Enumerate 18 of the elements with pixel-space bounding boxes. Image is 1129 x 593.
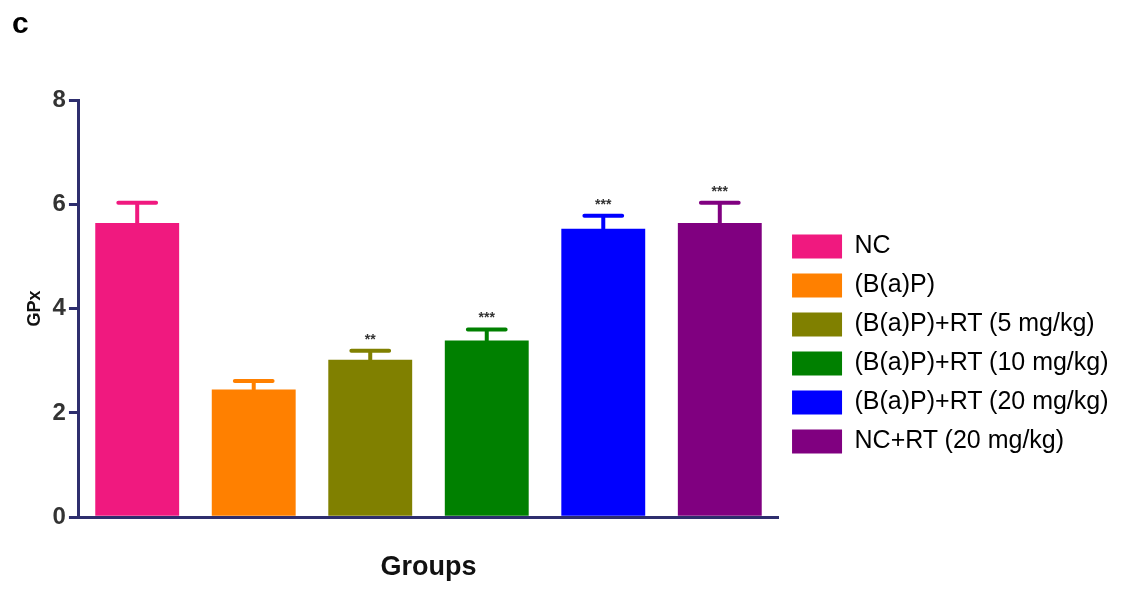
legend-label: NC [854, 230, 891, 259]
y-tick-label: 8 [52, 84, 66, 112]
y-tick-label: 2 [52, 397, 66, 425]
x-axis-title: Groups [380, 551, 477, 582]
annotation: ** [364, 330, 377, 347]
y-axis-title: GPx [23, 290, 44, 327]
annotation: *** [478, 309, 496, 326]
y-tick-label: 4 [52, 293, 67, 321]
legend-label: (B(a)P)+RT (20 mg/kg) [854, 386, 1109, 415]
legend-label: (B(a)P) [854, 269, 936, 298]
y-tick-label: 6 [52, 188, 66, 216]
annotation: *** [595, 195, 612, 212]
legend-label: (B(a)P)+RT (5 mg/kg) [854, 308, 1095, 337]
y-tick-label: 0 [52, 501, 66, 529]
annotation: *** [711, 182, 729, 199]
legend-label: (B(a)P)+RT (10 mg/kg) [854, 347, 1109, 376]
legend-label: NC+RT (20 mg/kg) [854, 425, 1065, 454]
chart-title: c [12, 6, 29, 40]
